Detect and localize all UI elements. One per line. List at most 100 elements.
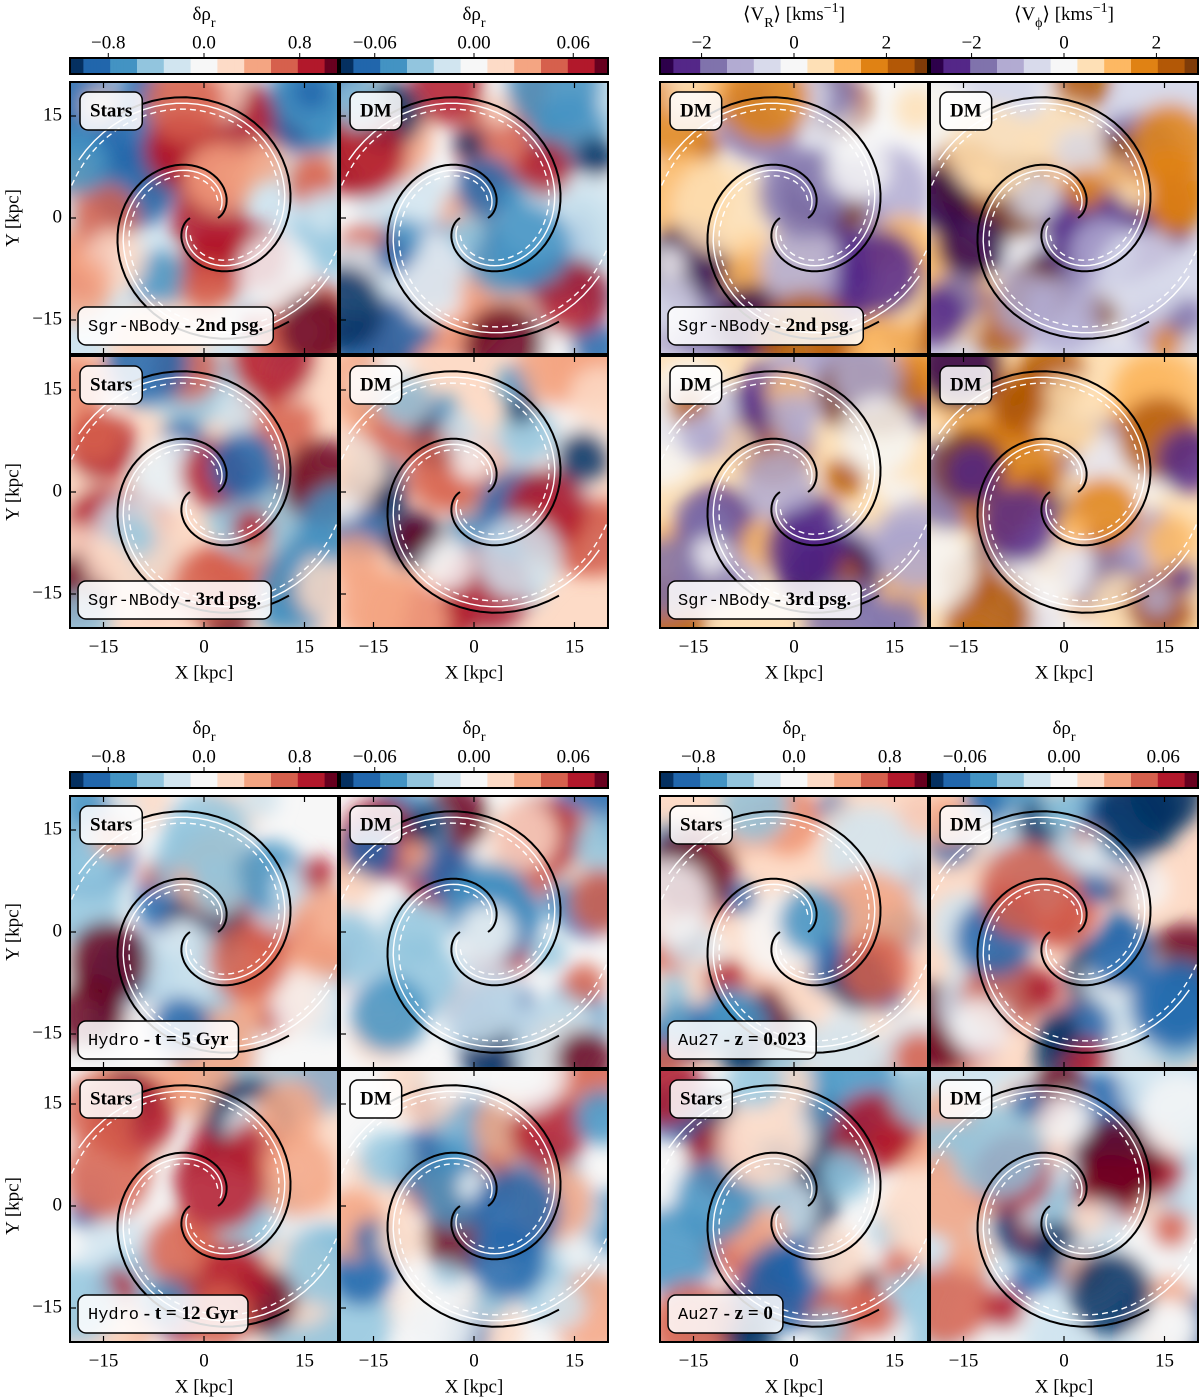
- colorbar-slice: [514, 58, 519, 74]
- colorbar-slice: [986, 772, 991, 788]
- colorbar-slice: [773, 772, 778, 788]
- colorbar-slice: [1097, 58, 1102, 74]
- y-tick-label: 15: [43, 1092, 62, 1113]
- colorbar-slice: [740, 58, 745, 74]
- colorbar-slice: [720, 58, 725, 74]
- colorbar-slice: [294, 58, 299, 74]
- colorbar-slice: [400, 772, 405, 788]
- colorbar-slice: [430, 772, 435, 788]
- tag-box: [669, 805, 733, 845]
- heatmap-blob: [660, 973, 691, 1006]
- y-axis-label: Y [kpc]: [2, 1177, 23, 1235]
- caption-box: [667, 1294, 784, 1334]
- x-tick-label: 15: [885, 636, 904, 657]
- colorbar-slice: [244, 772, 249, 788]
- contour-line: [718, 889, 928, 1042]
- colorbar-slice: [443, 58, 448, 74]
- colorbar-slice: [963, 58, 968, 74]
- colorbar-slice: [304, 772, 309, 788]
- colorbar-slice: [267, 58, 272, 74]
- x-tick-label: −15: [89, 1350, 119, 1371]
- heatmap-blob: [358, 1131, 415, 1188]
- caption-part: - z = 0.023: [719, 1029, 806, 1050]
- colorbar-tick-label: 0.0: [192, 32, 216, 53]
- colorbar-slice: [930, 58, 934, 74]
- colorbar-slice: [1023, 58, 1028, 74]
- colorbar-slice: [187, 58, 192, 74]
- colorbar-slice: [480, 58, 485, 74]
- colorbar-slice: [1037, 58, 1042, 74]
- x-tick-label: 0: [199, 1350, 209, 1371]
- colorbar-slice: [217, 772, 222, 788]
- colorbar-slice: [864, 772, 869, 788]
- heatmap-blob: [340, 494, 358, 523]
- tag-text: Stars: [90, 1088, 132, 1109]
- colorbar-label: δρr: [192, 718, 215, 744]
- label-part: ]: [1108, 4, 1114, 25]
- colorbar-slice: [284, 772, 289, 788]
- heatmap-blob: [823, 805, 915, 897]
- colorbar-slice: [733, 772, 738, 788]
- colorbar-slice: [827, 58, 832, 74]
- colorbar-slice: [1147, 772, 1152, 788]
- colorbar-slice: [264, 58, 269, 74]
- heatmap-blob: [340, 910, 383, 986]
- colorbar-slice: [1154, 58, 1159, 74]
- tag-text: Stars: [680, 814, 722, 835]
- panel-tag: DM: [939, 365, 993, 405]
- heatmap-blob: [727, 1070, 784, 1108]
- colorbar-slice: [534, 58, 539, 74]
- colorbar-slice: [160, 772, 165, 788]
- colorbar-slice: [393, 58, 398, 74]
- colorbar-slice: [807, 772, 812, 788]
- heatmap-blob: [464, 304, 545, 354]
- heatmap-texture: [70, 82, 338, 354]
- colorbar-slice: [673, 772, 678, 788]
- colorbar-slice: [693, 58, 698, 74]
- colorbar-slice: [713, 772, 718, 788]
- colorbar-slice: [917, 58, 922, 74]
- colorbar-slice: [291, 772, 296, 788]
- contour-line: [348, 1090, 556, 1255]
- colorbar-slice: [1120, 58, 1125, 74]
- colorbar-slice: [460, 772, 465, 788]
- colorbar-slice: [847, 58, 852, 74]
- heatmap-blob: [83, 538, 133, 588]
- colorbar-tick-label: 2: [1152, 32, 1162, 53]
- heatmap-blob: [562, 963, 605, 1006]
- colorbar-slice: [604, 58, 609, 74]
- contour-line: [386, 437, 560, 614]
- colorbar-slice: [777, 772, 782, 788]
- colorbar-slice: [477, 58, 482, 74]
- colorbar-slice: [470, 58, 475, 74]
- colorbar-slice: [250, 58, 255, 74]
- colorbar-slice: [1187, 772, 1192, 788]
- colorbar-slice: [541, 772, 545, 788]
- colorbar-slice: [187, 772, 192, 788]
- colorbar-tick-label: 0: [1059, 32, 1069, 53]
- colorbar-slice: [914, 58, 919, 74]
- x-axis-label: X [kpc]: [175, 1376, 234, 1397]
- colorbar-slice: [1100, 58, 1105, 74]
- x-tick-label: 15: [1155, 1350, 1174, 1371]
- colorbar-slice: [1027, 772, 1032, 788]
- colorbar-slice: [463, 772, 468, 788]
- heatmap-blob: [892, 1031, 928, 1068]
- contour-line: [392, 883, 600, 1048]
- heatmap-blob: [556, 431, 608, 485]
- x-tick-label: 15: [295, 1350, 314, 1371]
- colorbar-slice: [137, 772, 141, 788]
- colorbar-slice: [601, 772, 606, 788]
- colorbar-slice: [727, 772, 731, 788]
- colorbar-slice: [1191, 772, 1196, 788]
- colorbar-slice: [453, 772, 458, 788]
- colorbar-slice: [484, 58, 488, 74]
- colorbar-slice: [1010, 58, 1015, 74]
- heatmap-blob: [1074, 1117, 1164, 1207]
- colorbar-slice: [157, 58, 162, 74]
- heatmap-blob: [1156, 427, 1198, 493]
- heatmap-blob: [230, 356, 315, 402]
- colorbar-slice: [1003, 772, 1008, 788]
- colorbar-slice: [850, 772, 855, 788]
- heatmap-blob: [452, 442, 491, 481]
